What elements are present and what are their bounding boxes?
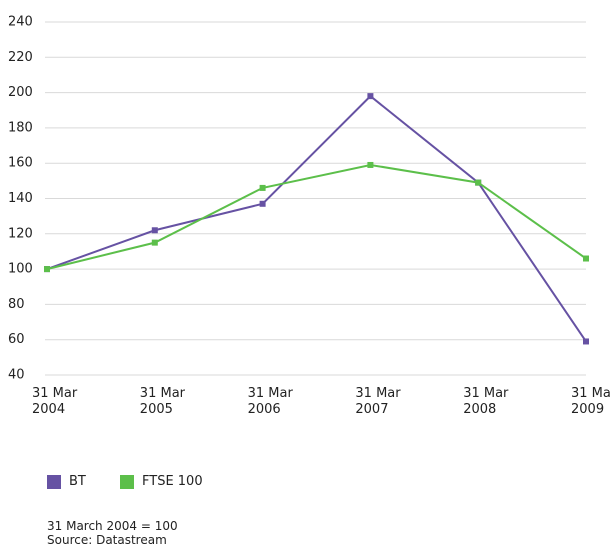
series-line <box>46 163 587 271</box>
x-tick-label: 31 Mar 2008 <box>463 386 509 417</box>
y-tick-label: 100 <box>8 262 33 277</box>
marker <box>475 179 482 186</box>
legend-label: FTSE 100 <box>142 474 203 489</box>
y-tick-label: 160 <box>8 156 33 171</box>
y-tick-label: 240 <box>8 15 33 30</box>
marker <box>151 239 158 246</box>
y-tick-label: 140 <box>8 191 33 206</box>
x-tick-label: 31 Mar 2007 <box>355 386 401 417</box>
marker <box>583 255 589 262</box>
marker <box>151 227 158 234</box>
marker <box>367 93 374 100</box>
y-tick-label: 120 <box>8 226 33 241</box>
marker <box>259 184 266 191</box>
legend-swatch <box>47 474 61 489</box>
marker <box>583 338 589 345</box>
marker <box>44 266 50 273</box>
marker <box>367 161 374 168</box>
y-tick-label: 60 <box>8 332 25 347</box>
x-tick-label: 31 Mar 2009 <box>571 386 612 417</box>
legend-item: BT <box>47 474 86 489</box>
legend-swatch <box>120 474 134 489</box>
y-tick-label: 180 <box>8 120 33 135</box>
y-tick-label: 80 <box>8 297 25 312</box>
legend-label: BT <box>69 474 86 489</box>
y-tick-label: 200 <box>8 85 33 100</box>
series-line <box>46 94 587 343</box>
x-tick-label: 31 Mar 2004 <box>32 386 78 417</box>
y-tick-label: 40 <box>8 368 25 383</box>
x-tick-label: 31 Mar 2005 <box>139 386 185 417</box>
marker <box>259 200 266 207</box>
note: 31 March 2004 = 100 <box>47 519 178 533</box>
legend-item: FTSE 100 <box>120 474 203 489</box>
note: Source: Datastream <box>47 533 167 547</box>
y-tick-label: 220 <box>8 50 33 65</box>
x-tick-label: 31 Mar 2006 <box>247 386 293 417</box>
